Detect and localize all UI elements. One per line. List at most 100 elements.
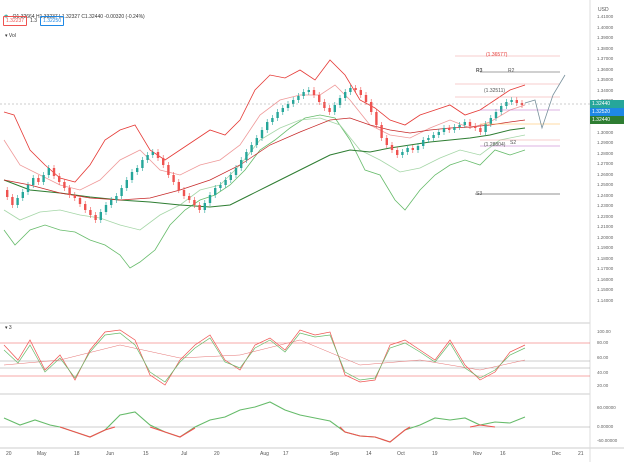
candle-body: [203, 203, 206, 210]
star-icon[interactable]: ✱: [4, 14, 9, 20]
candle-body: [266, 122, 269, 130]
candle-body: [58, 176, 61, 182]
price-axis-label: 1.25000: [597, 182, 614, 187]
price-axis-label: 1.15000: [597, 287, 614, 292]
price-axis-label: 1.41000: [597, 14, 614, 19]
candle-body: [515, 100, 518, 103]
price-axis-label: 1.34000: [597, 87, 614, 93]
fibonacci-levels: [0, 55, 590, 195]
time-axis-label: Dec: [552, 451, 561, 457]
slow-average: [3, 117, 526, 201]
candle-body: [406, 148, 409, 152]
candle-body: [463, 122, 466, 125]
candle-body: [89, 210, 92, 215]
candle-body: [73, 195, 76, 198]
time-axis-label: Aug: [260, 451, 269, 457]
candle-body: [229, 175, 232, 180]
time-axis-label: May: [37, 451, 47, 457]
price-axis-label: 1.23000: [597, 203, 614, 208]
candle-body: [110, 200, 113, 205]
price-axis-label: 1.24000: [597, 192, 614, 198]
mom-axis-bottom: -60.00000: [597, 438, 618, 443]
price-axis-label: 1.16000: [597, 276, 614, 282]
symbol-legend[interactable]: ✱ O1.32664 H1.33237 L1.32327 C1.32440 -0…: [4, 5, 145, 23]
upper-band-inner: [3, 84, 526, 191]
osc-axis-60: 60.00: [597, 355, 609, 360]
price-axis-label: 1.35000: [597, 77, 614, 82]
candle-body: [474, 126, 477, 128]
candle-body: [130, 172, 134, 180]
candle-body: [354, 88, 357, 90]
time-axis-label: 21: [578, 451, 584, 457]
level-r3-label: R3: [476, 68, 483, 74]
price-axis-label: 1.27000: [597, 161, 614, 166]
price-axis-label: 1.19000: [597, 245, 614, 250]
candle-body: [68, 188, 71, 195]
candle-body: [359, 90, 362, 95]
fib-high-label: (1.36577): [486, 52, 508, 58]
candle-body: [115, 196, 118, 200]
candle-body: [224, 180, 227, 185]
candle-body: [484, 124, 487, 132]
candle-body: [442, 128, 446, 132]
candle-body: [52, 168, 56, 176]
candle-body: [151, 152, 154, 155]
candle-body: [292, 100, 295, 104]
sell-button[interactable]: 1.32237: [3, 16, 28, 26]
buy-button[interactable]: 1.32250: [40, 16, 65, 26]
candle-body: [437, 132, 440, 135]
candle-body: [208, 195, 212, 203]
chevron-icon[interactable]: ▾: [5, 33, 8, 39]
candle-body: [468, 122, 472, 126]
candle-body: [245, 152, 248, 160]
level-r2-label: R2: [508, 68, 515, 74]
time-axis-label: 14: [366, 451, 372, 457]
osc-axis-100: 100.00: [597, 329, 611, 334]
current-price-tag: 1.32440: [590, 100, 624, 108]
candle-body: [500, 106, 503, 112]
price-axis-label: 1.28000: [597, 150, 614, 156]
candle-body: [78, 198, 82, 204]
osc-axis-40: 40.00: [597, 370, 609, 375]
candle-body: [125, 180, 128, 188]
candle-body: [401, 152, 404, 155]
candle-body: [16, 198, 19, 205]
time-axis-label: 20: [6, 451, 12, 457]
candle-body: [375, 112, 378, 125]
candle-body: [489, 118, 492, 124]
price-axis-label: 1.21000: [597, 224, 614, 229]
candle-body: [302, 92, 305, 96]
candle-body: [396, 150, 399, 155]
candle-body: [63, 182, 66, 188]
candle-body: [318, 95, 321, 102]
chevron-icon[interactable]: ▾: [5, 325, 8, 331]
upper-band: [3, 59, 526, 183]
candle-body: [312, 90, 316, 95]
volume-indicator-label[interactable]: ▾ Vol: [5, 33, 16, 39]
mom-axis-top: 60.00000: [597, 405, 616, 410]
price-axis-label: 1.30000: [597, 129, 614, 135]
projection-path: [524, 74, 566, 130]
candle-body: [21, 192, 24, 198]
candle-body: [214, 188, 217, 195]
fib-mid-label: (1.32511): [484, 88, 506, 94]
candle-body: [276, 112, 279, 118]
candle-body: [172, 175, 175, 182]
candle-body: [104, 205, 108, 212]
price-axis-label: 1.17000: [597, 266, 614, 271]
candle-body: [364, 95, 368, 102]
candle-body: [26, 185, 30, 192]
candle-body: [141, 160, 144, 168]
price-axis-label: 1.26000: [597, 171, 614, 177]
currency-label: USD: [598, 7, 609, 13]
candle-body: [136, 168, 139, 172]
price-axis-label: 1.14000: [597, 297, 614, 303]
oscillator-label[interactable]: ▾ 3: [5, 325, 12, 331]
candle-body: [510, 100, 513, 102]
candle-body: [182, 190, 186, 196]
candle-body: [370, 102, 373, 112]
candle-body: [297, 96, 300, 100]
time-axis-label: Jul: [181, 451, 188, 457]
candle-body: [37, 178, 40, 182]
